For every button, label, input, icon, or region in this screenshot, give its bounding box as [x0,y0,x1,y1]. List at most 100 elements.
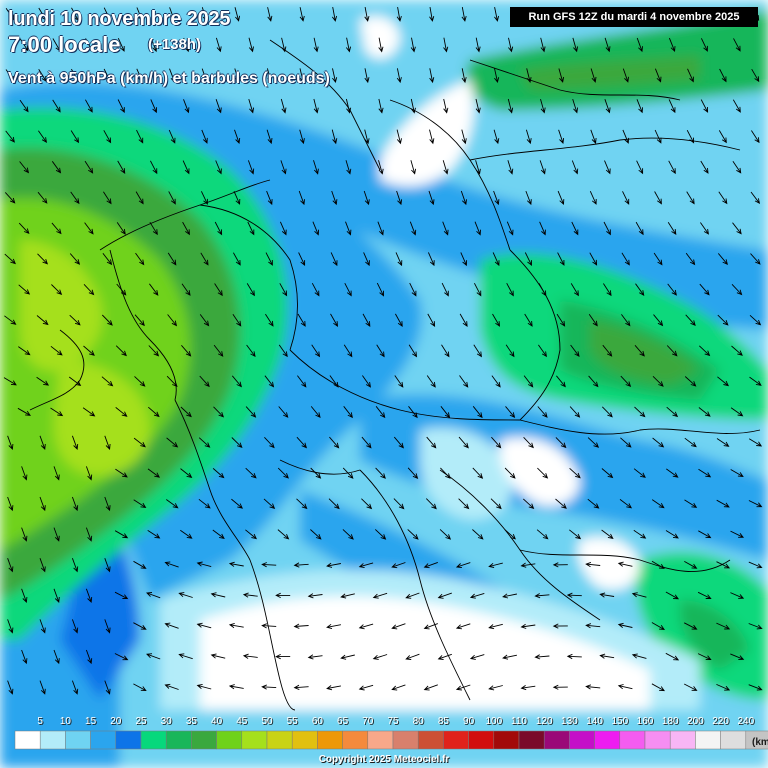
wind-arrow [461,129,467,145]
legend-swatch [619,730,646,750]
wind-arrow [298,190,305,206]
wind-arrow [278,406,289,418]
legend-label: 150 [611,716,629,727]
wind-arrow [555,498,567,509]
wind-arrow [665,530,679,539]
wind-arrow [651,499,665,509]
wind-arrow [635,283,645,296]
wind-arrow [393,436,404,449]
wind-arrow [201,68,208,83]
wind-arrow [622,68,629,83]
wind-arrow [426,375,436,388]
wind-arrow [493,129,500,145]
wind-arrow [455,623,471,630]
wind-arrow [460,252,468,267]
wind-arrow [361,498,373,510]
wind-arrow [134,314,145,327]
wind-arrow [526,68,532,84]
legend-label: 15 [85,716,97,727]
wind-arrow [716,622,731,630]
wind-arrow [731,345,743,356]
wind-arrow [697,591,712,599]
wind-arrow [429,129,435,145]
wind-arrow [472,406,483,419]
wind-arrow [602,344,613,357]
wind-arrow [440,406,451,419]
wind-arrow [621,252,630,266]
wind-arrow [181,283,191,296]
wind-arrow [374,529,387,540]
wind-arrow [293,562,309,568]
wind-arrow [622,191,630,205]
wind-arrow [474,221,481,236]
wind-arrow [502,654,517,660]
wind-arrow [505,406,516,418]
wind-arrow [441,344,450,358]
wind-arrow [684,437,697,448]
copyright-notice: Copyright 2025 Meteociel.fr [318,754,450,765]
legend-label: 120 [535,716,553,727]
wind-arrow [504,529,516,540]
wind-arrow [686,129,695,144]
wind-arrow [395,252,403,267]
wind-arrow [491,436,502,449]
wind-arrow [53,649,60,665]
wind-arrow [68,376,82,387]
legend-unit: (km [752,737,768,748]
wind-arrow [718,191,728,205]
wind-arrow [732,160,742,174]
wind-arrow [296,436,307,449]
wind-arrow [39,619,46,634]
wind-arrow [569,529,582,540]
wind-arrow [488,623,503,630]
wind-arrow [599,592,615,598]
wind-arrow [749,314,762,326]
wind-arrow [378,98,384,114]
wind-arrow [115,407,128,417]
wind-arrow [19,99,29,113]
legend-swatch [14,730,41,750]
wind-arrow [601,529,614,540]
wind-arrow [164,683,179,690]
wind-arrow [502,593,517,599]
wind-arrow [408,344,418,358]
wind-arrow [730,407,744,417]
wind-arrow [136,68,144,83]
wind-arrow [699,283,710,296]
wind-arrow [180,406,192,418]
wind-arrow [267,7,273,22]
wind-arrow [340,654,355,660]
wind-arrow [520,562,536,568]
wind-arrow [750,253,761,265]
wind-arrow [212,529,225,540]
wind-arrow [716,561,731,569]
wind-arrow [234,7,241,22]
wind-arrow [261,684,277,690]
wind-arrow [343,344,353,358]
wind-arrow [280,98,287,114]
wind-arrow [71,680,79,695]
wind-arrow [428,190,435,206]
wind-arrow [261,623,277,629]
wind-arrow [101,376,114,387]
wind-arrow [71,619,79,634]
wind-arrow [51,284,63,296]
wind-arrow [215,37,222,53]
wind-arrow [358,562,374,569]
wind-arrow [427,252,435,267]
wind-arrow [180,529,193,539]
wind-arrow [653,314,664,327]
legend-swatch [518,730,545,750]
legend-swatch [216,730,243,750]
wind-arrow [331,190,338,206]
wind-arrow [492,252,500,267]
wind-arrow [148,406,160,418]
wind-arrow [39,435,46,450]
wind-arrow [293,684,309,691]
wind-arrow [494,68,500,83]
wind-arrow [39,558,46,573]
wind-arrow [103,7,111,22]
wind-arrow [651,560,665,569]
wind-arrow [751,130,760,144]
wind-arrow [700,99,709,113]
